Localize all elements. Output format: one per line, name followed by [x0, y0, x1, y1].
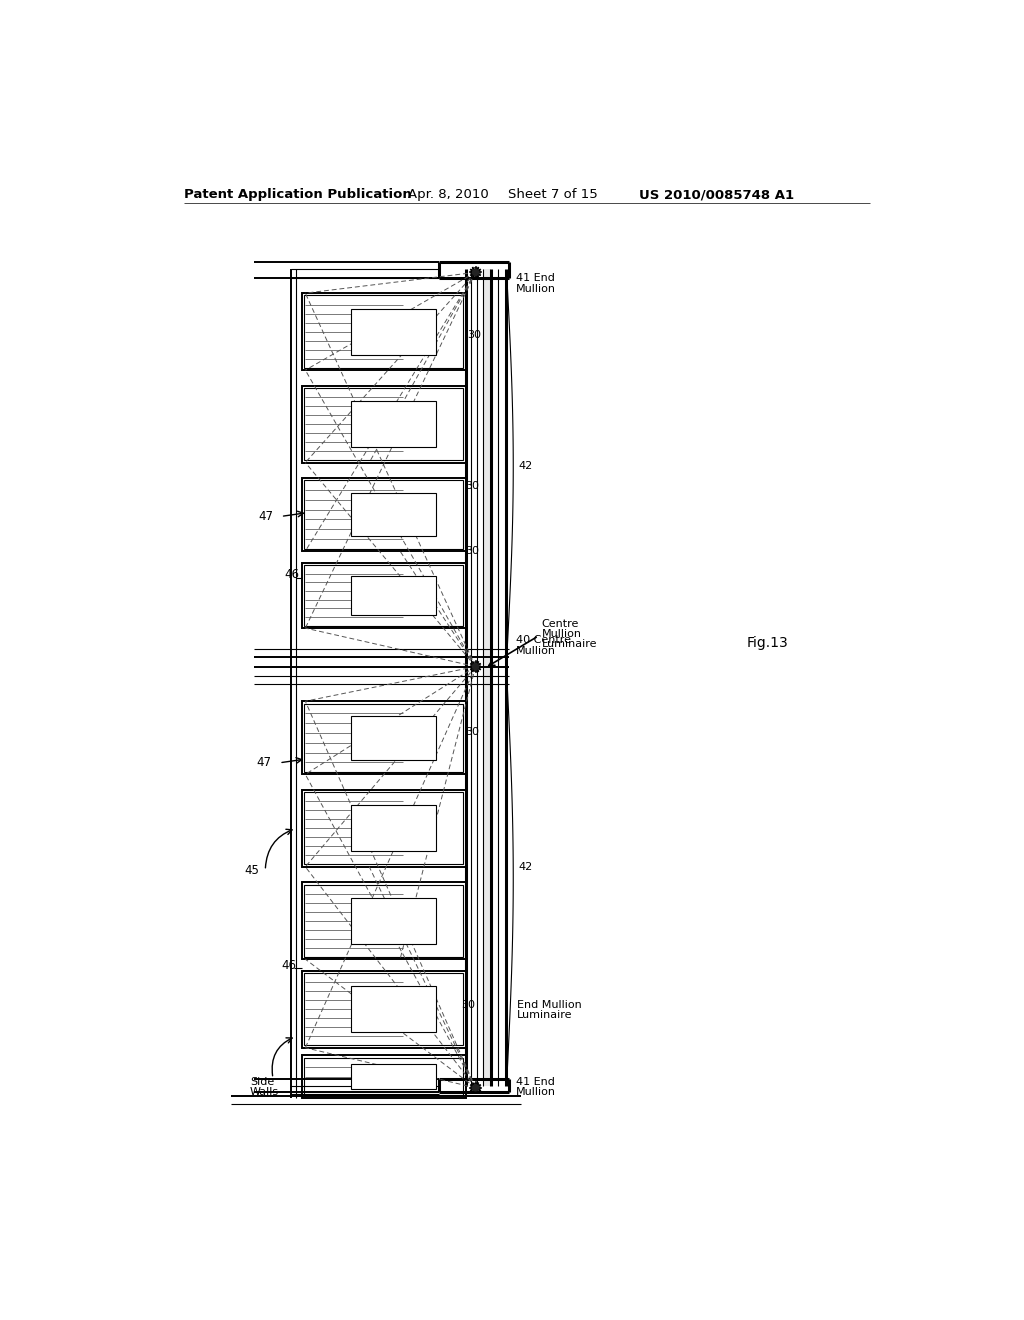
- Bar: [301, 385, 466, 462]
- Bar: [350, 309, 436, 355]
- Text: 46: 46: [282, 958, 297, 972]
- Bar: [304, 792, 463, 865]
- Text: 30: 30: [462, 1001, 476, 1010]
- Bar: [304, 388, 463, 461]
- Text: 41 End: 41 End: [515, 1077, 554, 1088]
- Text: 45: 45: [245, 865, 259, 878]
- Bar: [304, 704, 463, 772]
- Bar: [301, 562, 466, 628]
- Text: Mullion: Mullion: [515, 1088, 556, 1097]
- Bar: [350, 715, 436, 760]
- Text: 41 End: 41 End: [515, 273, 554, 282]
- Bar: [350, 898, 436, 944]
- Text: 46: 46: [285, 568, 300, 581]
- Bar: [304, 296, 463, 368]
- Text: Luminaire: Luminaire: [542, 639, 597, 649]
- Bar: [350, 576, 436, 615]
- Text: Centre: Centre: [542, 619, 580, 630]
- Text: 40 Centre: 40 Centre: [515, 635, 570, 644]
- Bar: [304, 884, 463, 957]
- Text: Sheet 7 of 15: Sheet 7 of 15: [508, 187, 598, 201]
- Text: Fig.13: Fig.13: [746, 636, 788, 651]
- Text: Walls: Walls: [250, 1088, 279, 1097]
- Bar: [301, 1056, 466, 1098]
- Bar: [301, 789, 466, 867]
- Bar: [350, 805, 436, 851]
- Bar: [301, 478, 466, 552]
- Bar: [350, 1064, 436, 1089]
- Bar: [304, 480, 463, 549]
- Bar: [301, 882, 466, 960]
- Bar: [304, 565, 463, 626]
- Text: 30: 30: [466, 480, 479, 491]
- Circle shape: [472, 1085, 478, 1090]
- Text: 47: 47: [258, 510, 273, 523]
- Bar: [301, 293, 466, 370]
- Text: 42: 42: [518, 862, 532, 871]
- Text: Side: Side: [250, 1077, 274, 1088]
- Text: Mullion: Mullion: [515, 647, 556, 656]
- Text: US 2010/0085748 A1: US 2010/0085748 A1: [639, 187, 794, 201]
- Text: 30: 30: [466, 727, 479, 737]
- Text: Apr. 8, 2010: Apr. 8, 2010: [408, 187, 488, 201]
- Text: Patent Application Publication: Patent Application Publication: [184, 187, 413, 201]
- Bar: [483, 268, 490, 1086]
- Text: 30: 30: [467, 330, 481, 341]
- Bar: [301, 701, 466, 775]
- Bar: [350, 401, 436, 447]
- Bar: [350, 986, 436, 1032]
- Text: 47: 47: [256, 756, 271, 770]
- Circle shape: [472, 664, 478, 669]
- Text: Luminaire: Luminaire: [517, 1010, 572, 1020]
- Bar: [304, 1057, 463, 1096]
- Bar: [304, 973, 463, 1045]
- Circle shape: [472, 269, 478, 276]
- Bar: [350, 492, 436, 536]
- Text: 42: 42: [518, 462, 532, 471]
- Bar: [301, 970, 466, 1048]
- Text: Mullion: Mullion: [542, 630, 582, 639]
- Text: 30: 30: [466, 546, 479, 556]
- Text: End Mullion: End Mullion: [517, 1001, 582, 1010]
- Text: Mullion: Mullion: [515, 284, 556, 294]
